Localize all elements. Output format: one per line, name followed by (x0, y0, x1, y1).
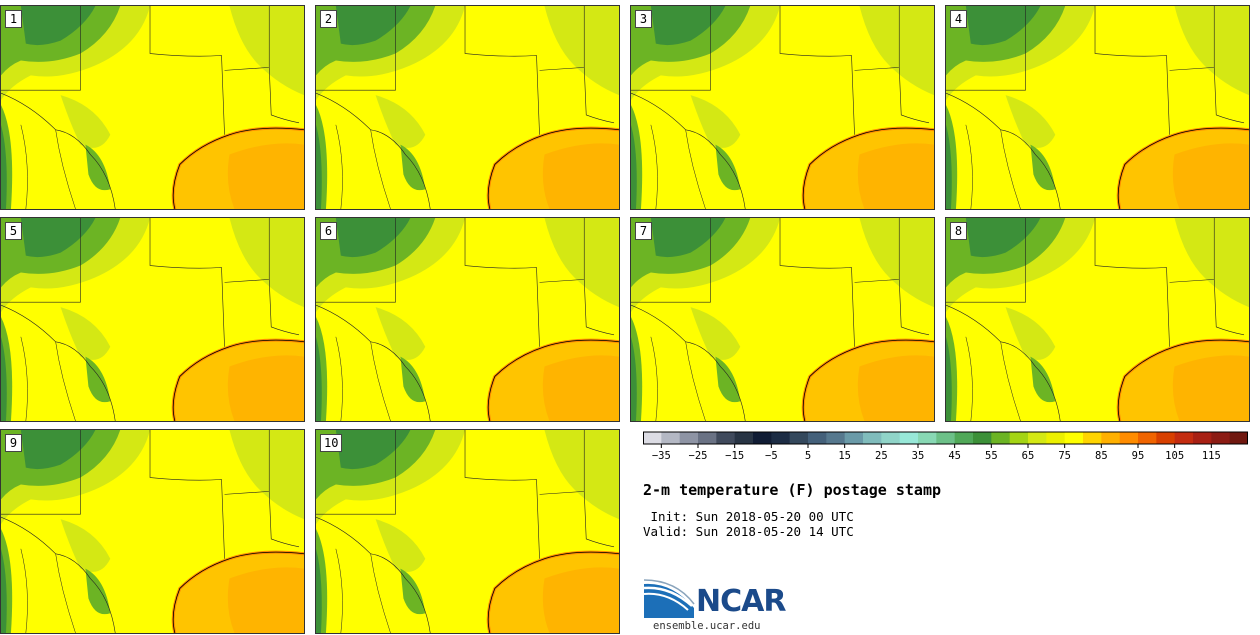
ncar-wordmark: NCAR (696, 584, 786, 619)
colorbar-tick-label: 75 (1058, 450, 1071, 462)
temperature-map (631, 6, 934, 209)
member-number: 9 (5, 434, 22, 452)
product-title: 2-m temperature (F) postage stamp (643, 481, 942, 499)
colorbar-segment (1138, 432, 1157, 444)
colorbar-segment (1064, 432, 1084, 444)
colorbar-segment (789, 432, 809, 444)
colorbar-segment (991, 432, 1011, 444)
init-time: Init: Sun 2018-05-20 00 UTC (643, 509, 854, 524)
postage-stamp: 1 (0, 5, 305, 210)
colorbar-tick-label: 105 (1165, 450, 1184, 462)
temperature-map (1, 430, 304, 633)
colorbar-tick-label: −35 (652, 450, 671, 462)
colorbar-tick-label: −25 (689, 450, 708, 462)
colorbar-segment (698, 432, 717, 444)
temperature-map (946, 6, 1249, 209)
temperature-map (631, 218, 934, 421)
member-number: 7 (635, 222, 652, 240)
colorbar-segment (1009, 432, 1029, 444)
colorbar-segment (1211, 432, 1231, 444)
member-number: 2 (320, 10, 337, 28)
member-number: 4 (950, 10, 967, 28)
colorbar-segment (881, 432, 901, 444)
temperature-colorbar: −35 −25 −15 −5 5 15 25 35 45 55 65 75 85 95 105 115 (643, 431, 1248, 467)
colorbar-segment (826, 432, 846, 444)
member-number: 1 (5, 10, 22, 28)
member-number: 10 (320, 434, 343, 452)
colorbar-segment (936, 432, 956, 444)
temperature-map (1, 218, 304, 421)
ncar-logo-icon (643, 579, 695, 618)
postage-stamp: 10 (315, 429, 620, 634)
member-number: 6 (320, 222, 337, 240)
colorbar-segment (643, 432, 662, 444)
colorbar-segment (1083, 432, 1102, 444)
colorbar-segment (844, 432, 864, 444)
postage-stamp: 7 (630, 217, 935, 422)
colorbar-tick-label: −5 (765, 450, 778, 462)
valid-time: Valid: Sun 2018-05-20 14 UTC (643, 524, 854, 539)
postage-stamp: 6 (315, 217, 620, 422)
colorbar-tick-label: 25 (875, 450, 888, 462)
colorbar-segment (679, 432, 699, 444)
postage-stamp: 2 (315, 5, 620, 210)
colorbar-segment (1156, 432, 1176, 444)
colorbar-tick-label: 95 (1132, 450, 1145, 462)
colorbar-tick-label: 115 (1202, 450, 1221, 462)
colorbar-tick-label: 35 (912, 450, 925, 462)
colorbar-tick-label: 5 (805, 450, 811, 462)
colorbar-segment (1028, 432, 1047, 444)
colorbar-segment (1046, 432, 1066, 444)
colorbar-segment (1101, 432, 1121, 444)
colorbar-segment (1193, 432, 1212, 444)
postage-stamp: 8 (945, 217, 1250, 422)
colorbar-segment (899, 432, 919, 444)
postage-stamp: 9 (0, 429, 305, 634)
site-url: ensemble.ucar.edu (653, 620, 761, 632)
colorbar-segment (753, 432, 772, 444)
member-number: 8 (950, 222, 967, 240)
colorbar-svg: −35 −25 −15 −5 5 15 25 35 45 55 65 75 85 95 105 115 (643, 431, 1248, 462)
colorbar-tick-label: 45 (948, 450, 961, 462)
colorbar-tick-label: −15 (725, 450, 744, 462)
colorbar-segment (808, 432, 827, 444)
colorbar-tick-label: 65 (1022, 450, 1035, 462)
colorbar-segment (716, 432, 736, 444)
colorbar-segment (661, 432, 681, 444)
colorbar-tick-label: 55 (985, 450, 998, 462)
postage-stamp: 3 (630, 5, 935, 210)
colorbar-segment (1119, 432, 1139, 444)
colorbar-segment (734, 432, 754, 444)
colorbar-segment (771, 432, 791, 444)
colorbar-segment (954, 432, 974, 444)
temperature-map (316, 430, 619, 633)
temperature-map (316, 6, 619, 209)
temperature-map (946, 218, 1249, 421)
postage-stamp: 4 (945, 5, 1250, 210)
colorbar-segment (973, 432, 992, 444)
member-number: 3 (635, 10, 652, 28)
temperature-map (316, 218, 619, 421)
colorbar-segment (863, 432, 882, 444)
colorbar-segment (918, 432, 937, 444)
colorbar-segment (1174, 432, 1194, 444)
member-number: 5 (5, 222, 22, 240)
colorbar-segment (1229, 432, 1248, 444)
colorbar-outline (643, 431, 1248, 445)
colorbar-tick-label: 85 (1095, 450, 1108, 462)
postage-stamp: 5 (0, 217, 305, 422)
colorbar-tick-label: 15 (838, 450, 851, 462)
temperature-map (1, 6, 304, 209)
